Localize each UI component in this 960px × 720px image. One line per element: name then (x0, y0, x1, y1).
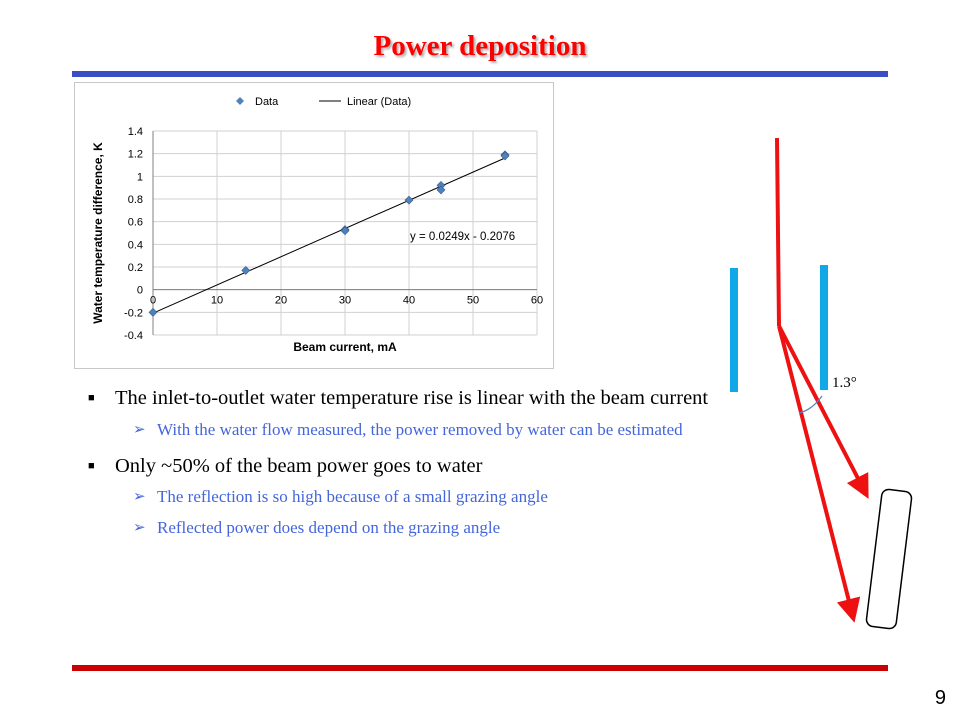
x-tick-label: 30 (339, 295, 351, 307)
bullet-2: ■ Only ~50% of the beam power goes to wa… (88, 454, 748, 479)
reflected-beam-2 (777, 325, 861, 623)
scatter-chart: -0.4 -0.2 0 0.2 0.4 0.6 0.8 1 1.2 1.4 0 10 20 30 40 50 6… (91, 96, 543, 354)
angle-arc (798, 395, 823, 414)
y-axis-title: Water temperature difference, K (91, 142, 105, 324)
left-plate (730, 268, 738, 392)
x-tick-label: 50 (467, 295, 479, 307)
x-tick-label: 0 (150, 295, 156, 307)
bullet-1-text: The inlet-to-outlet water temperature ri… (115, 387, 709, 409)
arrow-bullet-icon: ➢ (133, 520, 146, 536)
x-tick-label: 60 (531, 295, 543, 307)
x-tick-label: 40 (403, 295, 415, 307)
y-tick-label: 1.4 (128, 126, 143, 138)
data-point (340, 226, 350, 236)
legend-label-linear: Linear (Data) (347, 96, 411, 108)
y-tick-label: 0.6 (128, 217, 143, 229)
arrow-bullet-icon: ➢ (133, 422, 146, 438)
y-tick-label: 1.2 (128, 149, 143, 161)
footer-rule (72, 665, 888, 671)
y-tick-label: -0.4 (124, 330, 143, 342)
slide-title: Power deposition (373, 30, 587, 62)
data-point (436, 185, 446, 195)
incident-beam (775, 137, 781, 327)
angle-label: 1.3° (832, 375, 857, 391)
sub-bullet-2-1: ➢ The reflection is so high because of a… (88, 485, 748, 509)
square-bullet-icon: ■ (88, 392, 95, 404)
sub-bullet-2-2-text: Reflected power does depend on the grazi… (157, 518, 501, 537)
y-tick-label: 0.2 (128, 262, 143, 274)
legend-marker-data (236, 97, 244, 105)
arrow-bullet-icon: ➢ (133, 489, 146, 505)
title-rule (72, 71, 888, 77)
y-tick-label: 1 (137, 171, 143, 183)
y-tick-label: 0 (137, 285, 143, 297)
y-tick-label: 0.4 (128, 239, 143, 251)
trendline-equation: y = 0.0249x - 0.2076 (410, 231, 515, 243)
bullet-1: ■ The inlet-to-outlet water temperature … (88, 386, 748, 411)
data-point (500, 151, 510, 161)
right-plate (820, 265, 828, 390)
x-tick-label: 20 (275, 295, 287, 307)
data-point (148, 307, 158, 317)
y-tick-label: -0.2 (124, 307, 143, 319)
x-axis-title: Beam current, mA (293, 340, 397, 354)
target-plate (865, 488, 913, 630)
x-tick-label: 10 (211, 295, 223, 307)
sub-bullet-2-2: ➢ Reflected power does depend on the gra… (88, 516, 748, 540)
square-bullet-icon: ■ (88, 460, 95, 472)
trendline (152, 157, 506, 314)
reflected-beam-1 (777, 325, 869, 499)
sub-bullet-1-1-text: With the water flow measured, the power … (157, 420, 683, 439)
page-number: 9 (934, 687, 946, 709)
bullet-2-text: Only ~50% of the beam power goes to wate… (115, 455, 483, 477)
data-point (404, 195, 414, 205)
sub-bullet-2-1-text: The reflection is so high because of a s… (157, 487, 548, 506)
y-tick-label: 0.8 (128, 194, 143, 206)
bullet-list: ■ The inlet-to-outlet water temperature … (88, 386, 748, 540)
legend-label-data: Data (255, 96, 279, 108)
sub-bullet-1-1: ➢ With the water flow measured, the powe… (88, 418, 748, 442)
chart-frame: -0.4 -0.2 0 0.2 0.4 0.6 0.8 1 1.2 1.4 0 10 20 30 40 50 6… (74, 82, 554, 369)
data-point (241, 265, 251, 275)
reflection-diagram: 1.3° (730, 137, 913, 630)
